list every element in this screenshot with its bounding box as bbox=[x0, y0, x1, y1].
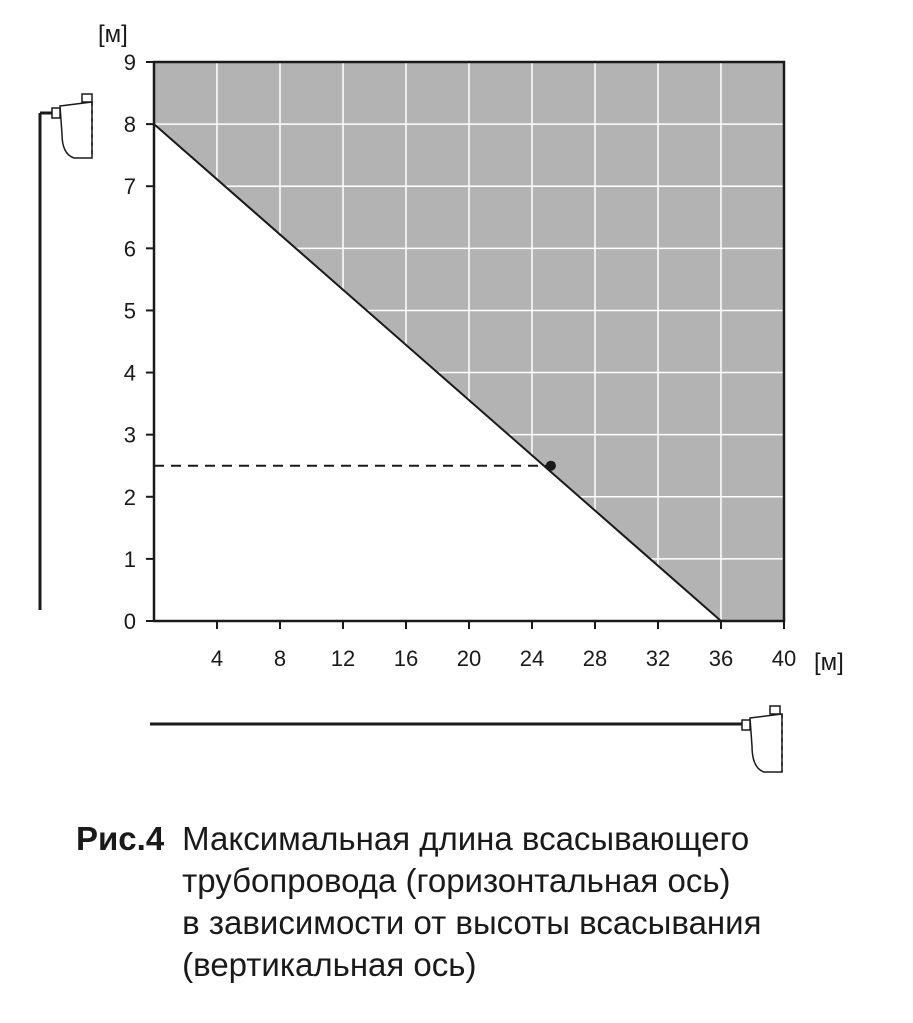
caption-line: Максимальная длина всасывающего bbox=[182, 820, 750, 857]
vertical-pipe bbox=[38, 111, 56, 610]
x-tick-label: 32 bbox=[646, 646, 670, 671]
y-tick-label: 0 bbox=[124, 609, 136, 634]
x-tick-label: 40 bbox=[772, 646, 796, 671]
figure-label: Рис.4 bbox=[76, 820, 165, 857]
x-tick-label: 24 bbox=[520, 646, 544, 671]
x-tick-label: 8 bbox=[274, 646, 286, 671]
caption-line: трубопровода (горизонтальная ось) bbox=[182, 862, 731, 899]
boundary-line bbox=[153, 123, 722, 622]
y-tick-label: 5 bbox=[124, 298, 136, 323]
x-tick-label: 12 bbox=[331, 646, 355, 671]
y-tick-label: 8 bbox=[124, 112, 136, 137]
example-point bbox=[545, 460, 556, 471]
caption-line: (вертикальная ось) bbox=[182, 946, 477, 983]
pump-icon bbox=[51, 93, 93, 159]
caption-text: Максимальная длина всасывающего трубопро… bbox=[182, 818, 761, 986]
y-tick-label: 7 bbox=[124, 174, 136, 199]
y-tick-label: 1 bbox=[124, 547, 136, 572]
y-tick-label: 6 bbox=[124, 236, 136, 261]
caption-line: в зависимости от высоты всасывания bbox=[182, 904, 762, 941]
x-tick-label: 36 bbox=[709, 646, 733, 671]
y-tick-label: 9 bbox=[124, 50, 136, 75]
figure-caption: Рис.4 Максимальная длина всасывающего тр… bbox=[76, 818, 896, 986]
y-tick-label: 2 bbox=[124, 485, 136, 510]
y-unit-label: [м] bbox=[98, 21, 128, 48]
y-tick-label: 3 bbox=[124, 423, 136, 448]
x-tick-label: 16 bbox=[394, 646, 418, 671]
x-tick-label: 28 bbox=[583, 646, 607, 671]
x-tick-label: 4 bbox=[211, 646, 223, 671]
x-unit-label: [м] bbox=[814, 649, 844, 676]
y-axis: 0 1 2 3 4 5 6 7 8 9 bbox=[124, 50, 154, 634]
x-axis: 4 8 12 16 20 24 28 32 36 40 bbox=[211, 621, 796, 671]
y-tick-label: 4 bbox=[124, 361, 136, 386]
x-tick-label: 20 bbox=[457, 646, 481, 671]
plot-area bbox=[152, 60, 786, 623]
pump-icon bbox=[741, 705, 783, 773]
